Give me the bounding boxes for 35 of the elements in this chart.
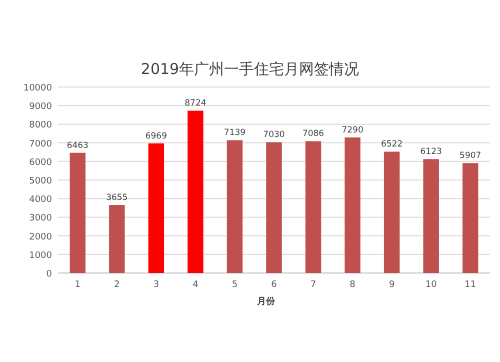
y-tick-label: 4000 xyxy=(29,195,52,206)
data-label: 6969 xyxy=(145,131,167,142)
x-tick-label: 11 xyxy=(464,280,476,290)
y-tick-label: 3000 xyxy=(29,214,52,224)
title: 2019年广州一手住宅月网签情况 xyxy=(140,60,360,78)
x-tick-label: 7 xyxy=(310,280,316,290)
y-tick-label: 5000 xyxy=(29,176,52,186)
y-tick-label: 6000 xyxy=(29,158,52,168)
y-tick-label: 1000 xyxy=(29,250,52,261)
data-label: 6463 xyxy=(66,140,88,151)
x-tick-label: 10 xyxy=(425,280,438,290)
y-tick-label: 9000 xyxy=(29,102,52,112)
x-tick-label: 1 xyxy=(74,280,81,290)
data-label: 6522 xyxy=(381,140,403,150)
data-label: 7030 xyxy=(263,130,285,140)
data-label: 6123 xyxy=(420,147,442,158)
y-tick-label: 0 xyxy=(46,270,52,280)
data-label: 3655 xyxy=(106,193,128,204)
data-label: 7290 xyxy=(342,125,364,136)
data-label: 7139 xyxy=(224,128,246,138)
x-tick-label: 4 xyxy=(192,280,199,290)
x-axis-title: 月份 xyxy=(256,296,276,307)
data-label: 5907 xyxy=(460,151,482,162)
data-label: 7086 xyxy=(302,129,324,140)
x-tick-label: 8 xyxy=(350,280,356,290)
y-tick-label: 2000 xyxy=(29,232,52,242)
x-tick-label: 2 xyxy=(114,280,120,290)
x-tick-label: 5 xyxy=(232,280,238,290)
x-tick-label: 6 xyxy=(271,280,278,290)
x-tick-label: 3 xyxy=(153,280,160,290)
y-tick-label: 8000 xyxy=(29,120,52,131)
y-tick-label: 10000 xyxy=(23,84,52,94)
data-label: 8724 xyxy=(184,98,206,109)
y-tick-label: 7000 xyxy=(29,139,52,150)
x-tick-label: 9 xyxy=(388,280,395,290)
